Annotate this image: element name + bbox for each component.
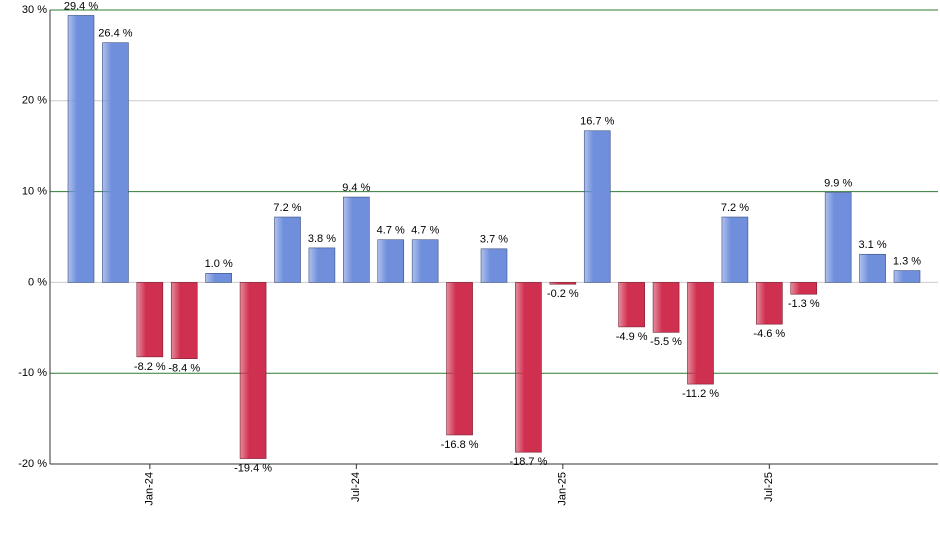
value-label: 3.8 % <box>308 233 336 245</box>
bar <box>205 273 232 283</box>
plot-area <box>50 10 938 464</box>
value-label: -11.2 % <box>682 388 719 400</box>
bar <box>893 270 921 283</box>
y-tick-label: -10 % <box>18 367 47 379</box>
bar <box>377 239 405 283</box>
y-tick-label: 0 % <box>28 276 47 288</box>
bar <box>343 196 370 283</box>
bar <box>67 15 95 283</box>
bar <box>721 216 749 283</box>
y-tick-label: 20 % <box>22 95 47 107</box>
bar <box>136 282 164 358</box>
y-tick-label: 10 % <box>22 186 47 198</box>
value-label: 3.7 % <box>480 234 508 246</box>
bar <box>239 282 267 459</box>
x-tick-label: Jan-24 <box>144 472 156 506</box>
y-tick-label: -20 % <box>18 458 47 470</box>
y-tick-label: 30 % <box>22 4 47 16</box>
value-label: 4.7 % <box>377 225 405 237</box>
bar <box>170 282 198 359</box>
bar <box>515 282 542 453</box>
bar <box>446 282 473 436</box>
value-label: 16.7 % <box>580 116 614 128</box>
value-label: 1.0 % <box>205 258 233 270</box>
value-label: -5.5 % <box>650 336 682 348</box>
value-label: 7.2 % <box>721 202 749 214</box>
bar <box>652 282 680 333</box>
value-label: 9.4 % <box>342 182 370 194</box>
value-label: -16.8 % <box>441 439 479 451</box>
bar <box>790 282 818 295</box>
x-tick-label: Jan-25 <box>557 472 569 506</box>
bar <box>549 282 577 285</box>
value-label: -4.6 % <box>753 328 785 340</box>
bar <box>824 192 852 283</box>
value-label: -18.7 % <box>509 456 547 468</box>
value-label: -8.2 % <box>134 361 166 373</box>
bar <box>274 216 301 283</box>
value-label: 9.9 % <box>824 177 852 189</box>
value-label: 1.3 % <box>893 256 921 268</box>
value-label: 29.4 % <box>64 0 98 12</box>
value-label: 4.7 % <box>411 225 439 237</box>
bar <box>583 130 611 283</box>
bar <box>411 239 439 283</box>
value-label: -4.9 % <box>616 331 648 343</box>
value-label: -1.3 % <box>788 298 820 310</box>
value-label: -0.2 % <box>547 288 579 300</box>
bar <box>756 282 783 325</box>
value-label: -8.4 % <box>168 363 200 375</box>
bar <box>687 282 714 385</box>
value-label: 3.1 % <box>859 239 887 251</box>
bar <box>308 247 336 283</box>
bar <box>859 253 886 283</box>
x-tick-label: Jul-24 <box>350 472 362 502</box>
bar <box>618 282 645 328</box>
value-label: 7.2 % <box>273 202 301 214</box>
value-label: -19.4 % <box>234 462 272 474</box>
x-tick-label: Jul-25 <box>763 472 775 502</box>
bar <box>102 42 129 283</box>
bar <box>480 248 508 283</box>
value-label: 26.4 % <box>98 28 132 40</box>
